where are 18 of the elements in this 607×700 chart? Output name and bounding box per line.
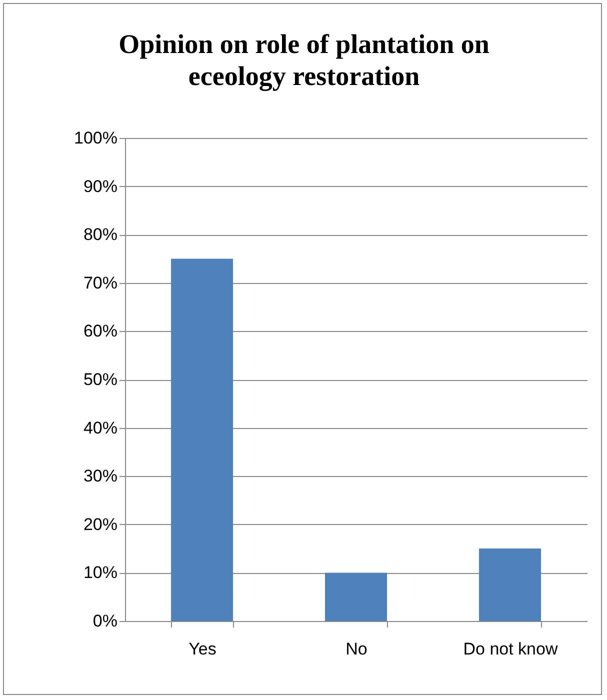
bar [325, 572, 387, 621]
y-tick-label: 0% [92, 612, 118, 630]
bar [171, 258, 233, 621]
x-tick-label: Yes [188, 640, 216, 658]
x-tick-label: Do not know [463, 640, 558, 658]
y-tick-label: 100% [74, 128, 118, 148]
y-tick-label: 50% [83, 370, 118, 389]
y-tick-label: 10% [83, 563, 118, 582]
y-tick-label: 40% [83, 418, 118, 438]
y-tick-label: 20% [83, 514, 118, 534]
y-tick-label: 60% [83, 322, 118, 341]
y-tick-label: 70% [83, 273, 118, 292]
x-tick-label: No [346, 640, 368, 658]
bar [479, 548, 541, 621]
y-tick-label: 80% [83, 225, 118, 244]
chart-title: Opinion on role of plantation on eceology restoration [118, 29, 490, 91]
y-tick-label: 90% [83, 176, 118, 196]
y-tick-label: 30% [83, 466, 118, 486]
